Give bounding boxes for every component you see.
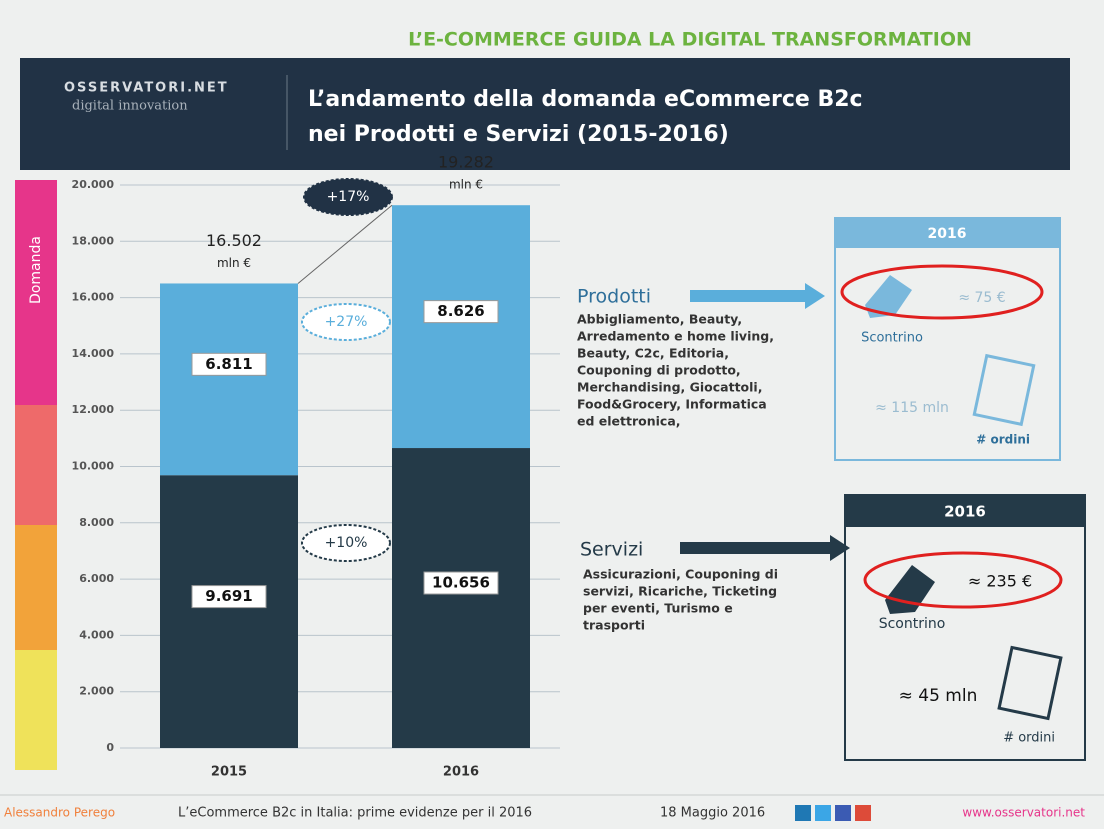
footer-date: 18 Maggio 2016 bbox=[660, 806, 765, 821]
y-axis-label: Domanda bbox=[28, 236, 44, 304]
strip bbox=[15, 650, 57, 770]
description-line: ed elettronica, bbox=[577, 414, 681, 429]
value-label-box bbox=[423, 300, 499, 324]
tag-icon bbox=[885, 565, 935, 614]
y-tick-label: 6.000 bbox=[79, 572, 114, 585]
receipt-label: Scontrino bbox=[861, 331, 923, 346]
value-label: 6.811 bbox=[205, 355, 252, 373]
y-tick-label: 12.000 bbox=[72, 403, 115, 416]
servizi-heading: Servizi bbox=[580, 539, 643, 561]
growth-label: +27% bbox=[325, 314, 368, 330]
y-tick-label: 0 bbox=[106, 741, 114, 754]
orders-icon bbox=[972, 353, 1036, 427]
x-tick-label: 2016 bbox=[443, 765, 479, 780]
total-label: 16.502 bbox=[206, 231, 262, 250]
logo-name: OSSERVATORI.NET bbox=[64, 81, 229, 96]
chart: 0 2.000 4.000 6.000 8.000 10.000 12.000 14.000 1… bbox=[72, 153, 560, 780]
footer-author: Alessandro Perego bbox=[4, 806, 115, 820]
growth-label: +17% bbox=[327, 189, 370, 205]
servizi-description: Assicurazioni, Couponing di servizi, Rica… bbox=[583, 567, 778, 633]
y-tick-label: 4.000 bbox=[79, 628, 114, 641]
prodotti-heading: Prodotti bbox=[577, 286, 651, 308]
receipt-label: Scontrino bbox=[879, 616, 946, 632]
orders: ≈ 45 mln bbox=[899, 686, 978, 706]
header-bar bbox=[20, 58, 1070, 170]
title-line: L’andamento della domanda eCommerce B2c bbox=[308, 87, 863, 112]
growth-badge bbox=[301, 303, 391, 341]
value-label: 10.656 bbox=[432, 574, 490, 592]
box-header bbox=[845, 495, 1085, 527]
receipt: ≈ 235 € bbox=[968, 572, 1032, 591]
description-line: Food&Grocery, Informatica bbox=[577, 397, 767, 412]
tag-icon bbox=[865, 275, 912, 318]
description-line: trasporti bbox=[583, 618, 645, 633]
description-line: Couponing di prodotto, bbox=[577, 363, 741, 378]
highlight bbox=[863, 551, 1063, 609]
footer-talk: L’eCommerce B2c in Italia: prime evidenz… bbox=[178, 806, 532, 821]
orders: ≈ 115 mln bbox=[875, 400, 949, 416]
bar-segment bbox=[392, 448, 530, 748]
social-icon bbox=[815, 805, 831, 821]
strip bbox=[15, 525, 57, 650]
box-title: 2016 bbox=[928, 226, 967, 242]
description-line: per eventi, Turismo e bbox=[583, 601, 733, 616]
box-title: 2016 bbox=[944, 503, 986, 521]
logo-tagline: digital innovation bbox=[72, 99, 188, 114]
arrow bbox=[680, 535, 850, 561]
description-line: Merchandising, Giocattoli, bbox=[577, 380, 762, 395]
orders-label: # ordini bbox=[976, 433, 1030, 447]
y-tick-label: 8.000 bbox=[79, 516, 114, 529]
footer-site: www.osservatori.net bbox=[962, 806, 1085, 820]
orders-icon bbox=[997, 645, 1063, 721]
value-label-box bbox=[423, 571, 499, 595]
social-icon bbox=[835, 805, 851, 821]
banner: L’E-COMMERCE GUIDA LA DIGITAL TRANSFORMA… bbox=[408, 29, 972, 51]
highlight bbox=[840, 264, 1044, 320]
total-label: 19.282 bbox=[438, 153, 494, 172]
orders-label: # ordini bbox=[1003, 731, 1055, 746]
x-tick-label: 2015 bbox=[211, 765, 247, 780]
social-icon bbox=[855, 805, 871, 821]
connector bbox=[297, 204, 393, 284]
y-tick-label: 16.000 bbox=[72, 291, 115, 304]
prodotti-description: Abbigliamento, Beauty, Arredamento e home… bbox=[577, 312, 774, 429]
strip bbox=[15, 180, 57, 405]
description-line: servizi, Ricariche, Ticketing bbox=[583, 584, 777, 599]
growth-badge bbox=[303, 178, 393, 216]
social-icon bbox=[795, 805, 811, 821]
bar-segment bbox=[392, 205, 530, 449]
total-unit: mln € bbox=[449, 178, 483, 192]
y-tick-label: 10.000 bbox=[72, 460, 115, 473]
description-line: Beauty, C2c, Editoria, bbox=[577, 346, 729, 361]
value-label: 8.626 bbox=[437, 302, 484, 320]
title-line: nei Prodotti e Servizi (2015-2016) bbox=[308, 122, 729, 147]
y-tick-label: 18.000 bbox=[72, 234, 115, 247]
arrow bbox=[690, 283, 825, 309]
value-label-box bbox=[191, 585, 267, 609]
growth-badge bbox=[301, 524, 391, 562]
description-line: Arredamento e home living, bbox=[577, 329, 774, 344]
value-label-box bbox=[191, 352, 267, 376]
strip bbox=[15, 405, 57, 525]
y-tick-label: 20.000 bbox=[72, 178, 115, 191]
total-unit: mln € bbox=[217, 256, 251, 270]
value-label: 9.691 bbox=[205, 587, 252, 605]
y-tick-label: 14.000 bbox=[72, 347, 115, 360]
description-line: Assicurazioni, Couponing di bbox=[583, 567, 778, 582]
bar-segment bbox=[160, 283, 298, 476]
receipt: ≈ 75 € bbox=[958, 290, 1005, 306]
growth-label: +10% bbox=[325, 535, 368, 551]
box-header bbox=[835, 218, 1060, 248]
description-line: Abbigliamento, Beauty, bbox=[577, 312, 742, 327]
bar-segment bbox=[160, 475, 298, 748]
y-tick-label: 2.000 bbox=[79, 685, 114, 698]
